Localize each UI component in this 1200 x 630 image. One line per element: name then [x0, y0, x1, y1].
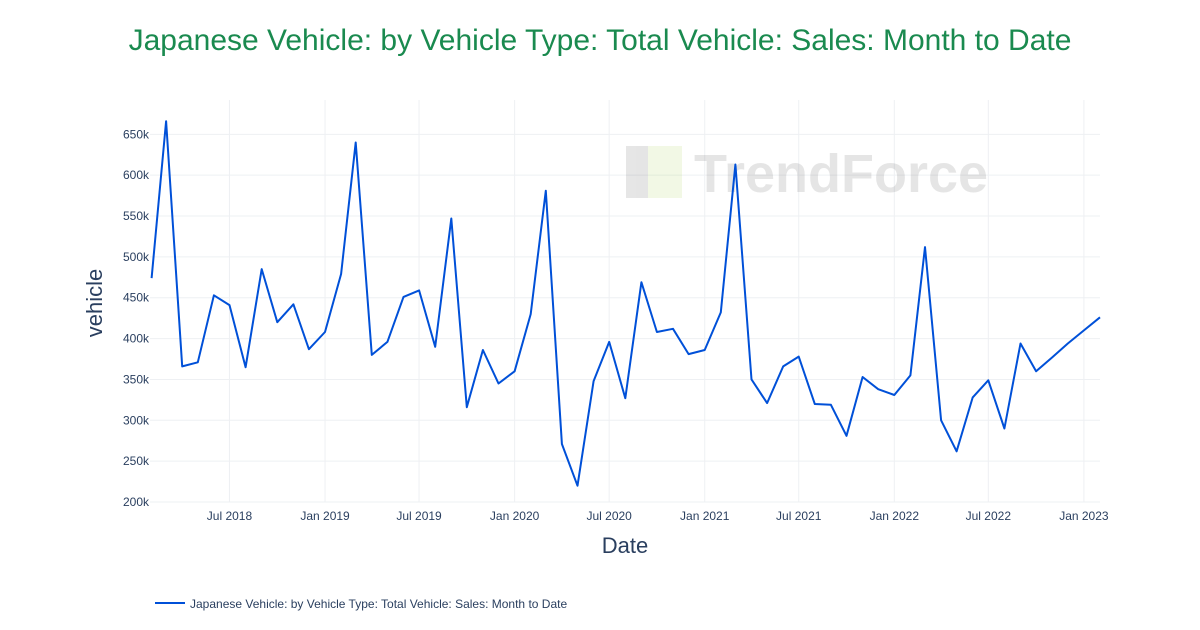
- y-tick-label: 600k: [123, 168, 150, 182]
- legend[interactable]: Japanese Vehicle: by Vehicle Type: Total…: [155, 597, 567, 611]
- x-tick-label: Jul 2018: [207, 509, 253, 523]
- y-axis-ticks: 200k 250k 300k 350k 400k 450k 500k 550k 600k 650k: [123, 127, 150, 509]
- y-tick-label: 650k: [123, 127, 150, 141]
- x-tick-label: Jan 2023: [1059, 509, 1109, 523]
- x-axis-ticks: Jul 2018 Jan 2019 Jul 2019 Jan 2020 Jul 2020…: [207, 509, 1109, 523]
- series-line: [150, 120, 1101, 487]
- y-axis-label: vehicle: [82, 269, 107, 337]
- y-tick-label: 250k: [123, 454, 150, 468]
- watermark-logo-mark: [626, 146, 660, 198]
- y-tick-label: 200k: [123, 495, 150, 509]
- legend-label[interactable]: Japanese Vehicle: by Vehicle Type: Total…: [190, 597, 567, 611]
- x-tick-label: Jan 2022: [870, 509, 920, 523]
- y-tick-label: 300k: [123, 413, 150, 427]
- x-tick-label: Jul 2022: [966, 509, 1012, 523]
- watermark: TrendForce: [626, 144, 988, 204]
- x-tick-label: Jan 2020: [490, 509, 540, 523]
- y-tick-label: 400k: [123, 332, 150, 346]
- x-axis-label: Date: [602, 533, 648, 558]
- y-tick-label: 350k: [123, 372, 150, 386]
- chart-title: Japanese Vehicle: by Vehicle Type: Total…: [129, 24, 1072, 57]
- watermark-text: TrendForce: [694, 144, 988, 204]
- x-tick-label: Jan 2021: [680, 509, 730, 523]
- y-tick-label: 550k: [123, 209, 150, 223]
- x-tick-label: Jul 2020: [586, 509, 632, 523]
- grid: [150, 100, 1100, 503]
- x-tick-label: Jan 2019: [300, 509, 350, 523]
- x-tick-label: Jul 2021: [776, 509, 822, 523]
- y-tick-label: 500k: [123, 250, 150, 264]
- watermark-logo-mark-accent: [648, 146, 682, 198]
- y-tick-label: 450k: [123, 291, 150, 305]
- x-tick-label: Jul 2019: [396, 509, 442, 523]
